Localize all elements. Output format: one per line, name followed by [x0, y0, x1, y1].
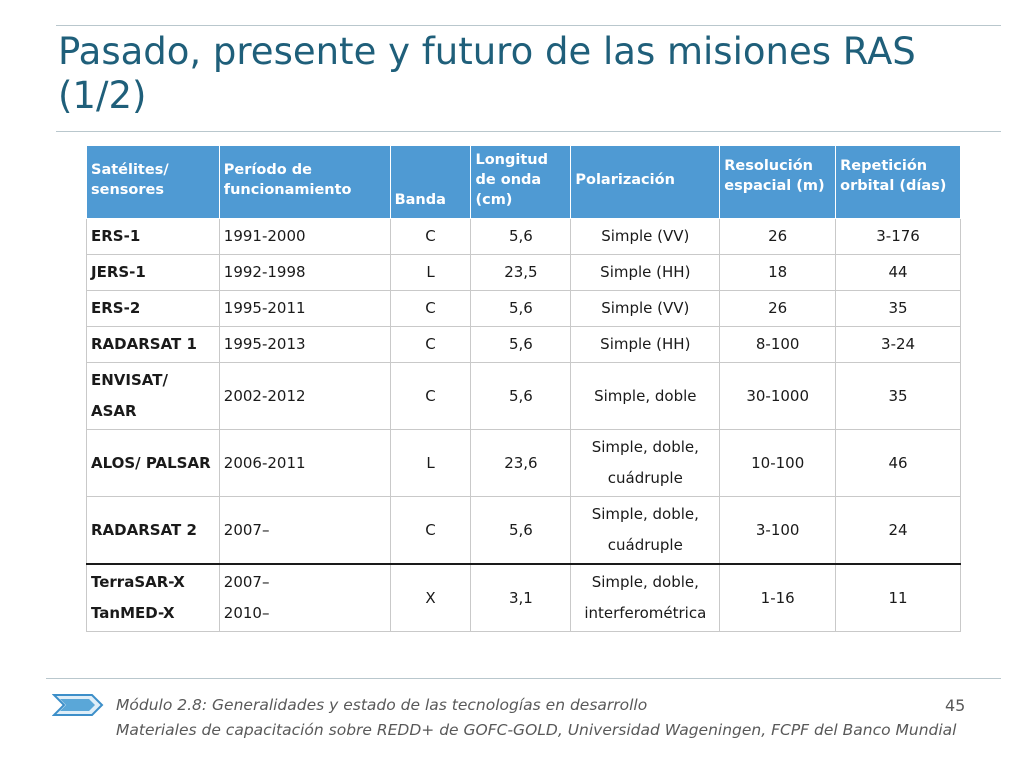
- cell-band-line: X: [425, 588, 436, 607]
- cell-repeat: 24: [835, 496, 961, 565]
- cell-band: L: [389, 429, 472, 497]
- cell-polarization: Simple (HH): [570, 326, 721, 363]
- cell-resolution: 26: [719, 218, 837, 255]
- header-satellite: Satélites/ sensores: [86, 145, 220, 219]
- cell-period: 1991-2000: [218, 218, 391, 255]
- cell-period-line: 2007–: [223, 573, 270, 591]
- footer-divider: [46, 678, 1001, 679]
- table-body: ERS-1 1991-2000 C 5,6 Simple (VV) 26 3-176 JERS…: [86, 218, 961, 632]
- cell-polarization-line: Simple, doble,: [591, 573, 699, 591]
- cell-wavelength-line: 3,1: [508, 588, 533, 607]
- cell-band: C: [389, 290, 472, 327]
- header-polarization: Polarización: [570, 145, 721, 219]
- cell-polarization: Simple, doble, cuádruple: [570, 429, 721, 497]
- cell-polarization: Simple, doble, interferométrica: [570, 563, 721, 632]
- cell-wavelength: 5,6: [470, 326, 572, 363]
- cell-period: 2002-2012: [218, 362, 391, 430]
- cell-period: 1995-2013: [218, 326, 391, 363]
- cell-polarization: Simple (HH): [570, 254, 721, 291]
- cell-repeat: 46: [835, 429, 961, 497]
- cell-polarization: Simple, doble, cuádruple: [570, 496, 721, 565]
- cell-satellite: ENVISAT/ ASAR: [86, 362, 220, 430]
- cell-repeat-line: 11: [888, 588, 908, 607]
- cell-resolution: 3-100: [719, 496, 837, 565]
- page-number: 45: [945, 696, 966, 715]
- cell-wavelength: 5,6: [470, 496, 572, 565]
- cell-period-line: 2010–: [223, 604, 270, 622]
- cell-satellite: ALOS/ PALSAR: [86, 429, 220, 497]
- cell-band: L: [389, 254, 472, 291]
- cell-resolution: 30-1000: [719, 362, 837, 430]
- footer-module: Módulo 2.8: Generalidades y estado de la…: [116, 696, 648, 714]
- cell-satellite-line: TerraSAR-X: [91, 573, 185, 591]
- cell-satellite: ERS-2: [86, 290, 220, 327]
- header-resolution: Resolución espacial (m): [719, 145, 837, 219]
- cell-period: 2006-2011: [218, 429, 391, 497]
- cell-wavelength: 3,1: [470, 563, 572, 632]
- cell-satellite: ERS-1: [86, 218, 220, 255]
- table-row: ERS-1 1991-2000 C 5,6 Simple (VV) 26 3-176: [86, 218, 961, 255]
- cell-band: C: [389, 218, 472, 255]
- cell-polarization: Simple (VV): [570, 218, 721, 255]
- cell-polarization-line: interferométrica: [584, 604, 707, 622]
- table-row: JERS-1 1992-1998 L 23,5 Simple (HH) 18 44: [86, 254, 961, 291]
- cell-resolution: 8-100: [719, 326, 837, 363]
- cell-band: C: [389, 362, 472, 430]
- table-row: ERS-2 1995-2011 C 5,6 Simple (VV) 26 35: [86, 290, 961, 327]
- table-row: RADARSAT 1 1995-2013 C 5,6 Simple (HH) 8-100 3…: [86, 326, 961, 363]
- cell-satellite: JERS-1: [86, 254, 220, 291]
- cell-satellite-line: TanMED-X: [91, 604, 175, 622]
- cell-resolution: 1-16: [719, 563, 837, 632]
- cell-wavelength: 5,6: [470, 218, 572, 255]
- cell-satellite: RADARSAT 2: [86, 496, 220, 565]
- cell-repeat: 35: [835, 290, 961, 327]
- table-row: TerraSAR-X TanMED-X 2007– 2010– X 3,1 Simple, …: [86, 563, 961, 632]
- slide-title: Pasado, presente y futuro de las misione…: [58, 30, 916, 117]
- cell-wavelength: 5,6: [470, 362, 572, 430]
- cell-wavelength: 23,5: [470, 254, 572, 291]
- footer-credits: Materiales de capacitación sobre REDD+ d…: [116, 721, 957, 739]
- table-row: RADARSAT 2 2007– C 5,6 Simple, doble, cuádru…: [86, 496, 961, 565]
- cell-polarization: Simple, doble: [570, 362, 721, 430]
- table-header-row: Satélites/ sensores Período de funcionam…: [86, 145, 961, 219]
- header-band: Banda: [389, 145, 472, 219]
- top-divider: [56, 25, 1001, 26]
- header-wavelength: Longitud de onda (cm): [470, 145, 572, 219]
- cell-period: 1992-1998: [218, 254, 391, 291]
- ras-missions-table: Satélites/ sensores Período de funcionam…: [86, 145, 961, 632]
- cell-band: C: [389, 496, 472, 565]
- table-row: ALOS/ PALSAR 2006-2011 L 23,6 Simple, doble,…: [86, 429, 961, 497]
- title-divider: [56, 131, 1001, 132]
- cell-wavelength: 23,6: [470, 429, 572, 497]
- cell-repeat: 3-24: [835, 326, 961, 363]
- cell-period: 1995-2011: [218, 290, 391, 327]
- table-row: ENVISAT/ ASAR 2002-2012 C 5,6 Simple, doble 3…: [86, 362, 961, 430]
- cell-satellite: RADARSAT 1: [86, 326, 220, 363]
- cell-wavelength: 5,6: [470, 290, 572, 327]
- cell-repeat: 44: [835, 254, 961, 291]
- header-period: Período de funcionamiento: [218, 145, 391, 219]
- cell-period: 2007– 2010–: [218, 563, 391, 632]
- cell-resolution: 10-100: [719, 429, 837, 497]
- cell-band: X: [389, 563, 472, 632]
- cell-period: 2007–: [218, 496, 391, 565]
- cell-resolution: 18: [719, 254, 837, 291]
- cell-resolution-line: 1-16: [760, 588, 795, 607]
- cell-polarization: Simple (VV): [570, 290, 721, 327]
- cell-repeat: 3-176: [835, 218, 961, 255]
- header-repeat: Repetición orbital (días): [835, 145, 961, 219]
- cell-repeat: 11: [835, 563, 961, 632]
- cell-band: C: [389, 326, 472, 363]
- chevron-arrow-icon: [52, 694, 104, 716]
- cell-resolution: 26: [719, 290, 837, 327]
- cell-satellite: TerraSAR-X TanMED-X: [86, 563, 220, 632]
- cell-repeat: 35: [835, 362, 961, 430]
